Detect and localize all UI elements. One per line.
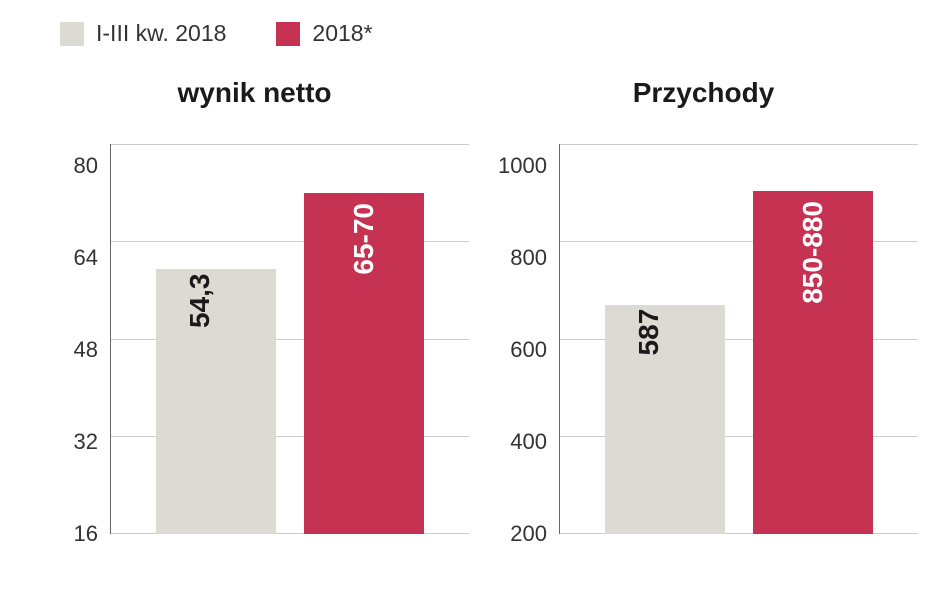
legend-item-1: I-III kw. 2018: [60, 20, 226, 47]
legend: I-III kw. 2018 2018*: [30, 20, 918, 47]
y-tick: 200: [510, 523, 547, 545]
plot-area-1: 54,3 65-70: [110, 144, 469, 534]
bar-1-1: 54,3: [156, 269, 276, 534]
chart-przychody: Przychody 1000 800 600 400 200: [489, 77, 918, 534]
chart-wynik-netto: wynik netto 80 64 48 32 16 54: [40, 77, 469, 534]
y-tick: 64: [74, 247, 98, 269]
bars-2: 587 850-880: [560, 144, 918, 534]
bar-value-label: 54,3: [184, 269, 216, 328]
y-axis-1: 80 64 48 32 16: [40, 144, 110, 534]
bar-value-label: 587: [633, 305, 665, 356]
y-tick: 48: [74, 339, 98, 361]
y-tick: 600: [510, 339, 547, 361]
legend-label-2: 2018*: [312, 20, 372, 47]
bar-2-1: 587: [605, 305, 725, 534]
chart-title-2: Przychody: [633, 77, 775, 109]
legend-swatch-2: [276, 22, 300, 46]
legend-swatch-1: [60, 22, 84, 46]
bar-1-2: 65-70: [304, 193, 424, 534]
y-tick: 80: [74, 155, 98, 177]
y-axis-2: 1000 800 600 400 200: [489, 144, 559, 534]
plot-area-2: 587 850-880: [559, 144, 918, 534]
bar-value-label: 850-880: [797, 201, 829, 304]
legend-item-2: 2018*: [276, 20, 372, 47]
chart-title-1: wynik netto: [177, 77, 331, 109]
bar-value-label: 65-70: [348, 203, 380, 275]
bars-1: 54,3 65-70: [111, 144, 469, 534]
y-tick: 400: [510, 431, 547, 453]
charts-row: wynik netto 80 64 48 32 16 54: [30, 77, 918, 534]
y-tick: 16: [74, 523, 98, 545]
chart-body-2: 1000 800 600 400 200 587: [489, 144, 918, 534]
legend-label-1: I-III kw. 2018: [96, 20, 226, 47]
y-tick: 32: [74, 431, 98, 453]
bar-2-2: 850-880: [753, 191, 873, 534]
y-tick: 800: [510, 247, 547, 269]
y-tick: 1000: [498, 155, 547, 177]
chart-body-1: 80 64 48 32 16 54,3: [40, 144, 469, 534]
